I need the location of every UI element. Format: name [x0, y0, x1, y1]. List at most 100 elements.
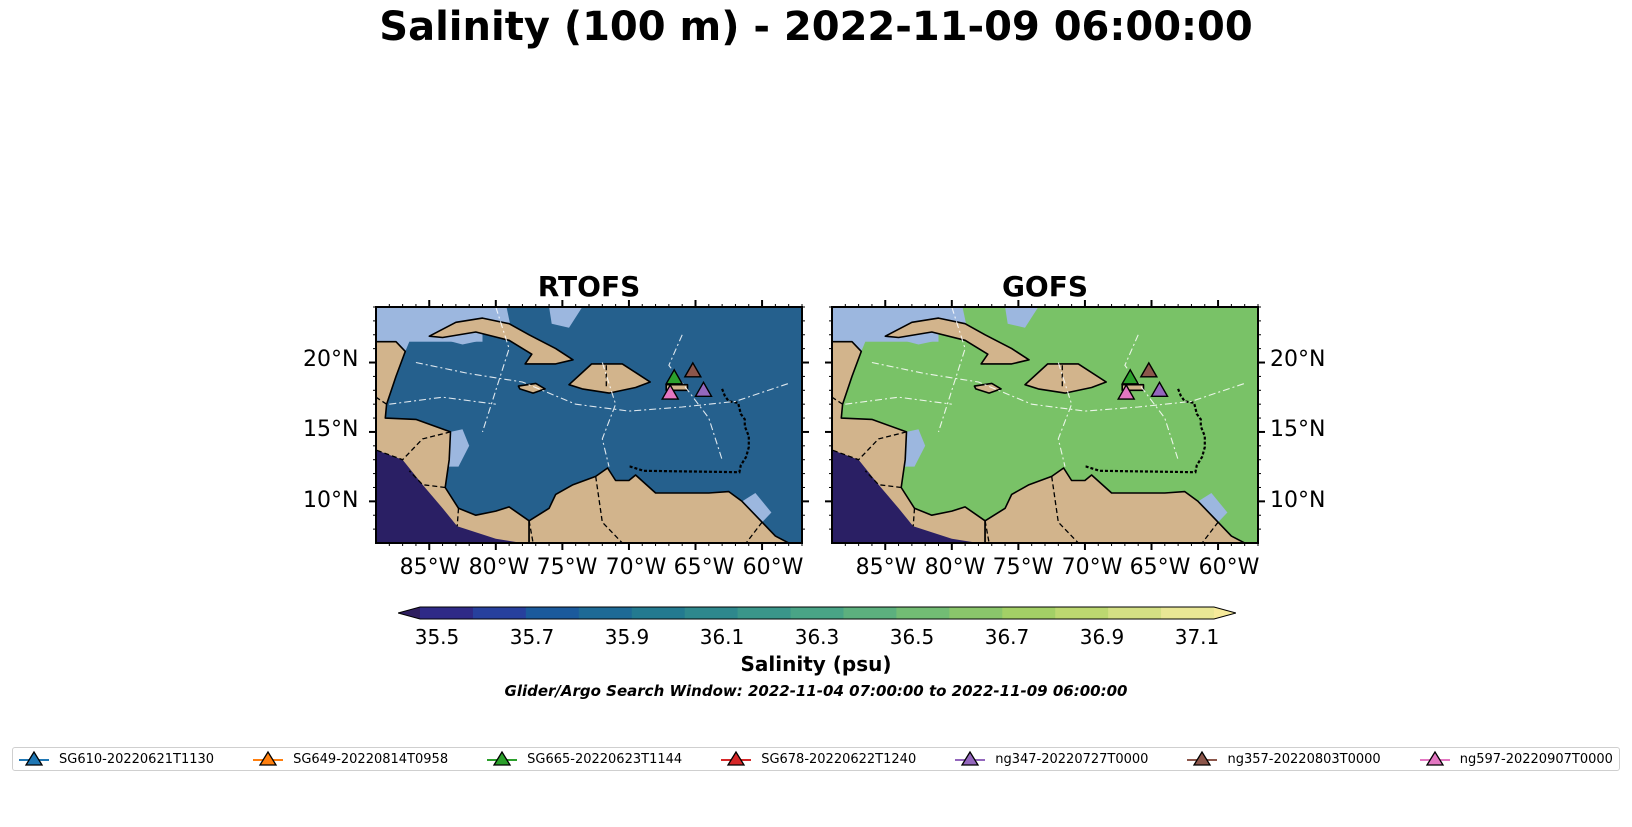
- land-cuba: [884, 317, 1030, 365]
- country-border: [595, 476, 623, 543]
- lon-label-gofs-70: 70°W: [1061, 555, 1123, 580]
- colorbar-level: [1161, 607, 1215, 619]
- legend-marker-icon: [1419, 750, 1450, 766]
- lat-label-gofs-20: 20°N: [1270, 347, 1326, 372]
- lon-label-rtofs-80: 80°W: [468, 555, 530, 580]
- lesser-antilles: [628, 388, 750, 474]
- colorbar-level: [420, 607, 474, 619]
- salinity-colorbar: [398, 606, 1236, 620]
- colorbar-level: [1108, 607, 1162, 619]
- eez-boundary: [871, 361, 1245, 412]
- colorbar-tick-label: 36.1: [699, 625, 745, 649]
- country-border: [1051, 476, 1079, 543]
- colorbar-tick-label: 35.7: [509, 625, 555, 649]
- shelf-area: [1198, 493, 1228, 523]
- glider-marker-sg665-20220623t1144: [664, 368, 684, 385]
- search-window-caption: Glider/Argo Search Window: 2022-11-04 07…: [504, 682, 1128, 700]
- legend-item-sg678-20220622t1240: SG678-20220622T1240: [719, 750, 916, 768]
- legend-item-sg665-20220623t1144: SG665-20220623T1144: [485, 750, 682, 768]
- colorbar-tick-label: 35.5: [414, 625, 460, 649]
- colorbar-level: [1002, 607, 1056, 619]
- page-title: Salinity (100 m) - 2022-11-09 06:00:00: [379, 4, 1253, 50]
- legend-marker-icon: [955, 750, 986, 766]
- country-border: [456, 508, 460, 527]
- colorbar-extend-low: [398, 607, 420, 619]
- shelf-area: [549, 307, 583, 328]
- legend-item-ng597-20220907t0000: ng597-20220907T0000: [1418, 750, 1613, 768]
- glider-marker-ng347-20220727t0000: [694, 380, 713, 397]
- shelf-area: [389, 330, 410, 352]
- legend-item-ng357-20220803t0000: ng357-20220803T0000: [1185, 750, 1381, 768]
- country-border: [1201, 521, 1219, 543]
- colorbar-level: [790, 607, 844, 619]
- colorbar-level: [737, 607, 792, 619]
- panel-title-gofs: GOFS: [1001, 270, 1089, 303]
- colorbar-level: [1055, 607, 1109, 619]
- colorbar-tick-label: 35.9: [604, 625, 650, 649]
- legend-marker-icon: [487, 750, 518, 766]
- country-border: [376, 431, 451, 461]
- colorbar-level: [843, 607, 897, 619]
- country-border: [832, 431, 907, 461]
- lon-label-rtofs-75: 75°W: [536, 555, 598, 580]
- colorbar-outline: [398, 606, 1236, 620]
- glider-marker-ng357-20220803t0000: [683, 361, 703, 378]
- lon-label-rtofs-85: 85°W: [399, 555, 461, 580]
- lon-label-rtofs-60: 60°W: [742, 555, 804, 580]
- eez-boundary: [1124, 334, 1179, 460]
- lon-label-rtofs-70: 70°W: [605, 555, 667, 580]
- colorbar-extend-high: [1214, 607, 1236, 619]
- pacific-ocean: [832, 450, 979, 543]
- country-border: [528, 520, 534, 543]
- colorbar-tick-label: 36.5: [889, 625, 935, 649]
- colorbar-tick-label: 36.3: [794, 625, 840, 649]
- shelf-area: [1005, 307, 1039, 328]
- eez-boundary: [845, 396, 952, 405]
- colorbar-tick-label: 36.7: [984, 625, 1030, 649]
- lat-label-gofs-15: 15°N: [1270, 417, 1326, 442]
- glider-marker-ng597-20220907t0000: [1117, 383, 1136, 400]
- eez-boundary: [389, 396, 496, 405]
- lat-label-rtofs-10: 10°N: [303, 488, 359, 513]
- legend-label: SG649-20220814T0958: [293, 751, 449, 767]
- lat-label-rtofs-15: 15°N: [303, 417, 359, 442]
- map-rtofs[interactable]: [369, 300, 809, 550]
- eez-boundary: [668, 334, 723, 460]
- colorbar-tick-label: 37.1: [1174, 625, 1220, 649]
- colorbar-level: [896, 607, 950, 619]
- eez-boundary: [1057, 362, 1073, 467]
- colorbar-level: [631, 607, 686, 619]
- colorbar-level: [684, 607, 739, 619]
- legend-label: SG610-20220621T1130: [59, 751, 215, 767]
- panel-title-rtofs: RTOFS: [537, 270, 641, 303]
- lat-label-gofs-10: 10°N: [1270, 488, 1326, 513]
- land-cuba: [428, 317, 574, 365]
- map-gofs[interactable]: [825, 300, 1265, 550]
- land-jamaica: [973, 382, 1002, 394]
- land-jamaica: [517, 382, 546, 394]
- country-border: [832, 396, 843, 405]
- colorbar-level: [578, 607, 633, 619]
- lon-label-rtofs-65: 65°W: [673, 555, 735, 580]
- country-border: [864, 470, 902, 489]
- colorbar-tick-label: 36.9: [1079, 625, 1125, 649]
- eez-boundary: [937, 307, 966, 433]
- lat-label-rtofs-20: 20°N: [303, 347, 359, 372]
- country-border: [912, 508, 916, 527]
- glider-marker-ng597-20220907t0000: [661, 383, 680, 400]
- colorbar-level: [949, 607, 1003, 619]
- shelf-area: [845, 330, 866, 352]
- glider-marker-ng357-20220803t0000: [1139, 361, 1159, 378]
- legend-label: ng597-20220907T0000: [1459, 751, 1613, 767]
- shelf-area: [742, 493, 772, 523]
- legend-item-sg649-20220814t0958: SG649-20220814T0958: [251, 750, 448, 768]
- country-border: [745, 521, 763, 543]
- lesser-antilles: [1084, 388, 1206, 474]
- colorbar-level: [525, 607, 580, 619]
- legend-marker-icon: [721, 750, 752, 766]
- legend-marker-icon: [19, 750, 49, 766]
- legend-marker-icon: [253, 750, 284, 766]
- country-border: [376, 396, 387, 405]
- shelf-area: [447, 429, 470, 467]
- lon-label-gofs-80: 80°W: [924, 555, 986, 580]
